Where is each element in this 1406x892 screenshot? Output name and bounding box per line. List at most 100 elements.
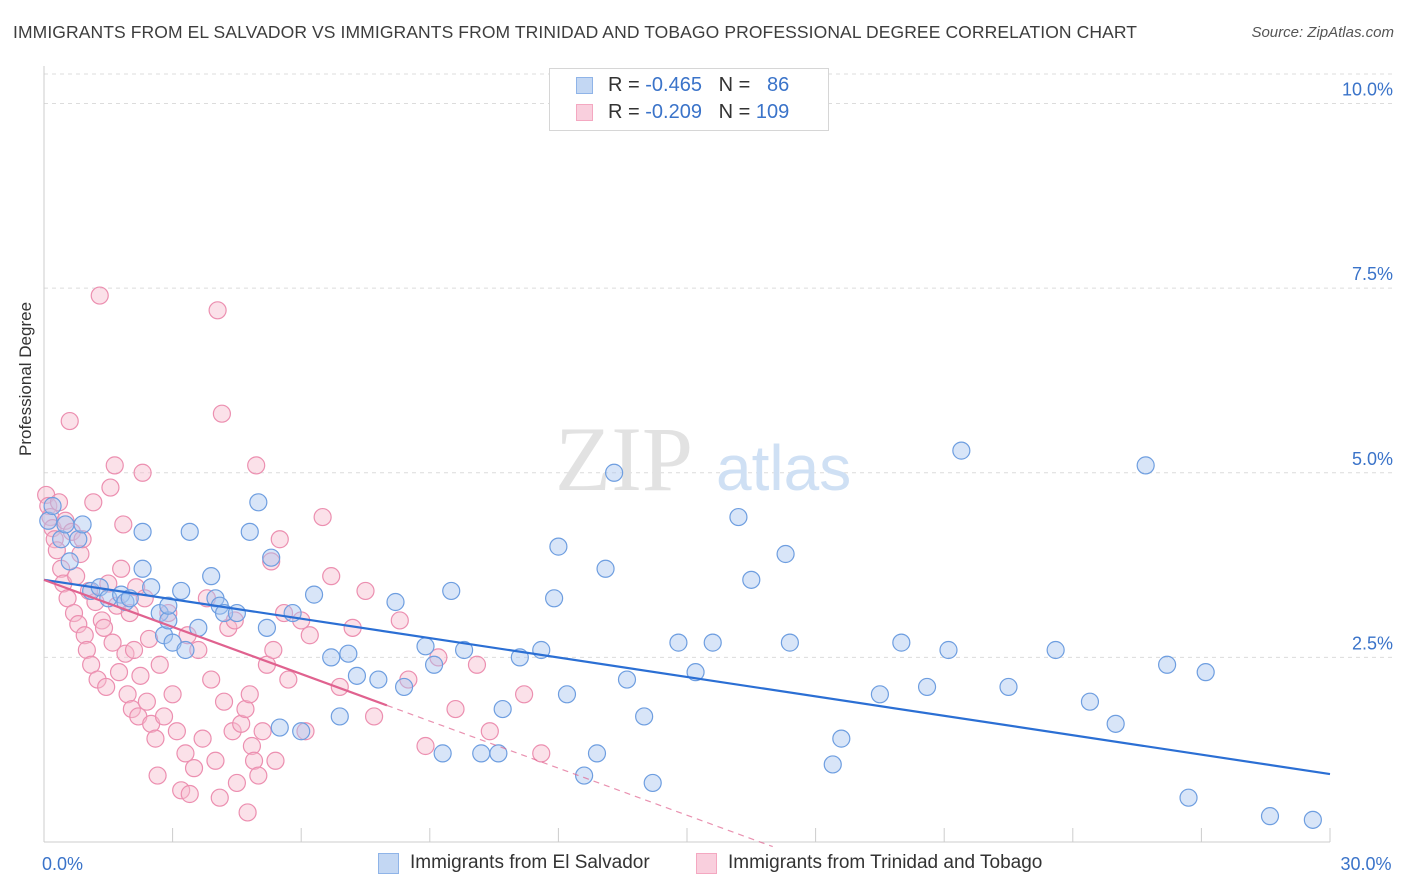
point-el-salvador	[729, 507, 748, 527]
point-trinidad	[105, 456, 124, 475]
point-trinidad	[163, 685, 182, 704]
point-el-salvador	[493, 699, 512, 719]
point-el-salvador	[1196, 663, 1215, 682]
y-tick-label: 2.5%	[1352, 633, 1393, 653]
point-el-salvador	[472, 744, 491, 763]
point-trinidad	[92, 611, 111, 630]
point-el-salvador	[917, 677, 937, 697]
point-trinidad	[94, 618, 114, 637]
point-el-salvador	[587, 744, 607, 763]
point-trinidad	[322, 567, 341, 586]
point-trinidad	[214, 692, 234, 711]
point-trinidad	[242, 736, 262, 756]
point-el-salvador	[823, 755, 842, 774]
point-trinidad	[146, 729, 165, 748]
point-trinidad	[208, 301, 227, 320]
point-el-salvador	[575, 766, 594, 785]
point-trinidad	[137, 692, 156, 711]
stats-box: R = -0.465 N = 86 R = -0.209 N = 109	[549, 68, 829, 131]
point-el-salvador	[142, 578, 161, 597]
point-trinidad	[480, 722, 499, 741]
point-el-salvador	[952, 441, 971, 460]
point-el-salvador	[433, 744, 452, 763]
point-trinidad	[122, 699, 141, 719]
point-trinidad	[300, 626, 319, 645]
point-el-salvador	[257, 618, 277, 637]
point-trinidad	[176, 744, 195, 763]
stats-text: R = -0.465 N = 86	[608, 74, 790, 96]
point-trinidad	[45, 530, 64, 549]
point-trinidad	[279, 670, 298, 689]
point-el-salvador	[416, 637, 435, 656]
point-trinidad	[124, 640, 144, 660]
point-trinidad	[244, 751, 264, 770]
y-tick-label: 5.0%	[1352, 449, 1393, 469]
series-el-salvador-points	[39, 441, 1322, 829]
point-trinidad	[71, 544, 90, 564]
point-trinidad	[193, 729, 212, 748]
point-el-salvador	[304, 585, 324, 604]
y-axis-label: Professional Degree	[16, 301, 35, 456]
point-trinidad	[90, 286, 109, 305]
point-trinidad	[75, 626, 94, 645]
point-trinidad	[210, 788, 229, 807]
point-el-salvador	[999, 677, 1018, 697]
trendline-el-salvador	[43, 578, 1331, 776]
point-el-salvador	[596, 559, 615, 578]
point-el-salvador	[73, 515, 92, 534]
point-trinidad	[532, 744, 551, 763]
point-el-salvador	[159, 596, 178, 615]
point-trinidad	[84, 493, 103, 512]
point-trinidad	[266, 751, 285, 770]
point-el-salvador	[1260, 807, 1280, 826]
point-trinidad	[247, 456, 266, 475]
point-trinidad	[219, 618, 238, 637]
point-trinidad	[167, 722, 186, 741]
point-trinidad	[69, 615, 88, 634]
point-trinidad	[467, 655, 487, 674]
point-el-salvador	[643, 773, 662, 793]
point-el-salvador	[172, 581, 191, 601]
point-el-salvador	[180, 522, 199, 541]
point-el-salvador	[489, 744, 508, 763]
point-trinidad	[180, 784, 199, 804]
legend-swatch-blue	[378, 853, 399, 874]
gridlines	[44, 73, 1392, 658]
point-el-salvador	[424, 655, 444, 674]
point-trinidad	[154, 707, 174, 726]
point-trinidad	[184, 759, 204, 778]
point-trinidad	[232, 714, 251, 733]
point-el-salvador	[292, 722, 311, 741]
point-el-salvador	[1179, 788, 1198, 807]
point-trinidad	[515, 685, 534, 704]
point-trinidad	[133, 463, 152, 482]
point-trinidad	[416, 736, 435, 756]
trendline-trinidad	[43, 578, 388, 707]
x-tick-label: 30.0%	[1340, 854, 1391, 874]
point-trinidad	[249, 766, 268, 785]
point-trinidad	[109, 663, 129, 682]
stats-swatch-blue	[576, 77, 593, 94]
point-el-salvador	[262, 548, 281, 567]
point-trinidad	[189, 640, 208, 660]
point-trinidad	[390, 611, 409, 630]
point-el-salvador	[214, 603, 234, 623]
point-el-salvador	[176, 640, 195, 660]
point-trinidad	[270, 530, 289, 549]
point-el-salvador	[69, 530, 88, 549]
point-el-salvador	[776, 544, 795, 564]
point-el-salvador	[686, 663, 705, 682]
point-el-salvador	[202, 567, 221, 586]
trendline-trinidad-extension	[386, 704, 773, 848]
point-trinidad	[206, 751, 225, 770]
stats-text: R = -0.209 N = 109	[608, 101, 790, 123]
point-el-salvador	[1158, 655, 1177, 674]
chart-source: Source: ZipAtlas.com	[1251, 24, 1394, 41]
tick-labels: 2.5% 5.0% 7.5% 10.0% 0.0% 30.0%	[42, 80, 1393, 874]
point-el-salvador	[545, 589, 564, 608]
point-trinidad	[240, 685, 259, 704]
point-trinidad	[236, 699, 255, 719]
point-el-salvador	[133, 522, 152, 541]
point-trinidad	[446, 699, 465, 719]
point-trinidad	[330, 677, 349, 697]
